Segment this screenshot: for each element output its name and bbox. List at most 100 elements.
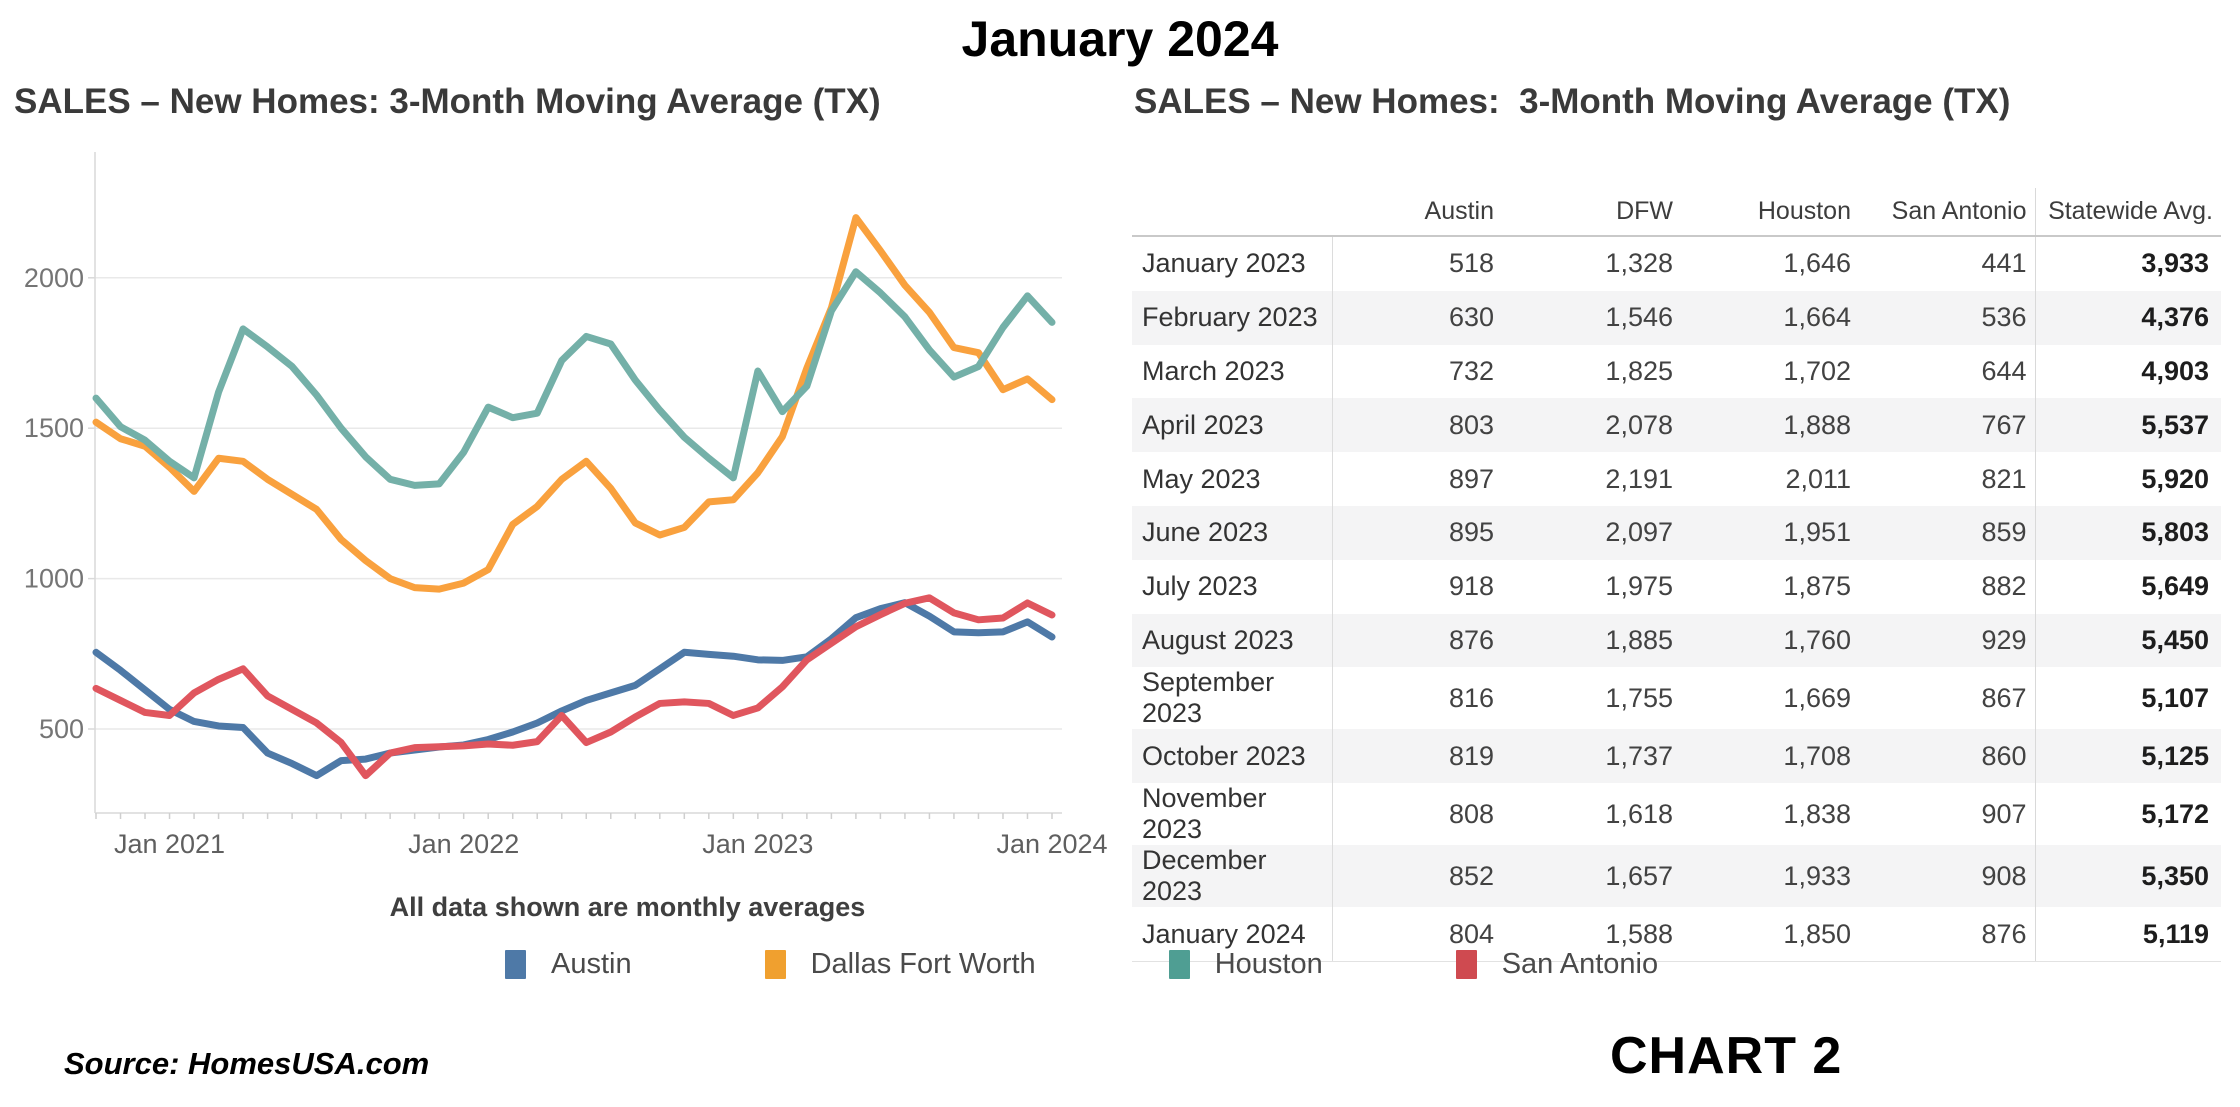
legend-item-houston: Houston	[1168, 948, 1323, 981]
sales-line-chart: 500 1000 1500 2000 Jan 2021 Jan 2022 Jan 2023 J…	[24, 152, 1108, 859]
legend-item-dallas-fort-worth: Dallas Fort Worth	[764, 948, 1036, 981]
legend-label: San Antonio	[1501, 948, 1659, 980]
column-header: Houston	[1757, 197, 1851, 225]
cell-value: 2,097	[1605, 517, 1673, 548]
cell-statewide-avg: 5,350	[2034, 845, 2221, 908]
dallas-fort-worth-swatch-icon	[764, 950, 786, 979]
cell-value: 895	[1448, 517, 1494, 548]
line-dallas-fort-worth	[92, 214, 1056, 593]
cell-statewide-avg: 5,649	[2034, 559, 2221, 614]
cell-value: 821	[1981, 463, 2027, 494]
cell-statewide-avg: 5,107	[2034, 667, 2221, 730]
cell-value: 860	[1981, 740, 2027, 771]
line-san-antonio	[92, 594, 1056, 780]
cell-value: 1,755	[1605, 682, 1673, 713]
column-header: San Antonio	[1891, 197, 2027, 225]
cell-statewide-avg: 5,172	[2034, 783, 2221, 846]
cell-value: 918	[1448, 571, 1494, 602]
table-title: SALES – New Homes: 3-Month Moving Averag…	[1134, 82, 2011, 121]
y-tick-label: 1500	[24, 413, 84, 443]
column-header: Austin	[1424, 197, 1494, 225]
cell-value: 819	[1448, 740, 1494, 771]
cell-value: 859	[1981, 517, 2027, 548]
legend-label: Houston	[1214, 948, 1323, 980]
cell-value: 1,951	[1783, 517, 1851, 548]
cell-value: 1,664	[1783, 302, 1851, 333]
cell-value: 1,885	[1605, 624, 1673, 655]
table-row: May 2023 897 2,191 2,011 821 5,920	[1132, 452, 2221, 506]
cell-value: 1,708	[1783, 740, 1851, 771]
cell-value: 852	[1448, 860, 1494, 891]
cell-value: 867	[1981, 682, 2027, 713]
cell-value: 1,546	[1605, 302, 1673, 333]
cell-statewide-avg: 5,537	[2034, 398, 2221, 453]
line-houston	[92, 268, 1056, 489]
row-label: February 2023	[1132, 290, 1333, 345]
table-row: June 2023 895 2,097 1,951 859 5,803	[1132, 505, 2221, 560]
legend-label: Austin	[551, 948, 632, 980]
cell-value: 882	[1981, 571, 2027, 602]
cell-value: 1,875	[1783, 571, 1851, 602]
row-label: January 2024	[1132, 907, 1333, 962]
source-note: Source: HomesUSA.com	[64, 1046, 430, 1081]
cell-value: 876	[1448, 624, 1494, 655]
cell-value: 816	[1448, 682, 1494, 713]
x-tick-label: Jan 2022	[408, 829, 519, 859]
row-label: December 2023	[1132, 845, 1333, 908]
cell-value: 1,657	[1605, 860, 1673, 891]
y-tick-label: 500	[39, 714, 84, 744]
cell-value: 803	[1448, 409, 1494, 440]
cell-value: 1,975	[1605, 571, 1673, 602]
cell-value: 1,850	[1681, 907, 1859, 962]
table-row: August 2023 876 1,885 1,760 929 5,450	[1132, 613, 2221, 668]
cell-value: 804	[1332, 907, 1502, 962]
table-row: February 2023 630 1,546 1,664 536 4,376	[1132, 290, 2221, 345]
table-row: April 2023 803 2,078 1,888 767 5,537	[1132, 398, 2221, 453]
cell-value: 1,646	[1783, 248, 1851, 279]
table-row: July 2023 918 1,975 1,875 882 5,649	[1132, 559, 2221, 614]
cell-statewide-avg: 5,119	[2034, 907, 2221, 962]
sales-table-head-row: Austin DFW Houston San Antonio Statewide Avg…	[1132, 188, 2221, 236]
cell-statewide-avg: 5,920	[2034, 452, 2221, 506]
cell-value: 1,618	[1605, 798, 1673, 829]
cell-value: 644	[1981, 355, 2027, 386]
line-austin	[92, 599, 1056, 780]
column-header: Statewide Avg.	[2034, 188, 2221, 236]
sales-table: Austin DFW Houston San Antonio Statewide Avg…	[1132, 188, 2221, 962]
row-label: July 2023	[1132, 559, 1333, 614]
cell-value: 630	[1448, 302, 1494, 333]
table-row: March 2023 732 1,825 1,702 644 4,903	[1132, 344, 2221, 399]
sales-table-body: January 2023 518 1,328 1,646 441 3,933 Februar…	[1132, 236, 2221, 962]
cell-statewide-avg: 5,450	[2034, 613, 2221, 668]
x-tick-label: Jan 2021	[114, 829, 225, 859]
cell-value: 907	[1981, 798, 2027, 829]
houston-swatch-icon	[1168, 950, 1190, 979]
cell-value: 1,760	[1783, 624, 1851, 655]
cell-statewide-avg: 3,933	[2034, 236, 2221, 291]
table-row: October 2023 819 1,737 1,708 860 5,125	[1132, 729, 2221, 784]
table-row: January 2024 804 1,588 1,850 876 5,119	[1132, 907, 2221, 962]
table-row: January 2023 518 1,328 1,646 441 3,933	[1132, 236, 2221, 291]
cell-value: 908	[1981, 860, 2027, 891]
row-label: January 2023	[1132, 236, 1333, 291]
cell-value: 1,669	[1783, 682, 1851, 713]
cell-statewide-avg: 5,803	[2034, 505, 2221, 560]
cell-value: 2,011	[1785, 463, 1851, 494]
row-label: June 2023	[1132, 505, 1333, 560]
cell-value: 929	[1981, 624, 2027, 655]
cell-statewide-avg: 4,376	[2034, 290, 2221, 345]
cell-value: 1,888	[1783, 409, 1851, 440]
table-row: December 2023 852 1,657 1,933 908 5,350	[1132, 845, 2221, 908]
cell-value: 518	[1448, 248, 1494, 279]
row-label: May 2023	[1132, 452, 1333, 506]
row-label: April 2023	[1132, 398, 1333, 453]
legend-label: Dallas Fort Worth	[810, 948, 1036, 980]
cell-value: 1,933	[1783, 860, 1851, 891]
chart-number-label: CHART 2	[1610, 1027, 1843, 1085]
cell-value: 2,078	[1605, 409, 1673, 440]
y-tick-label: 1000	[24, 564, 84, 594]
x-tick-label: Jan 2023	[702, 829, 813, 859]
cell-value: 1,838	[1783, 798, 1851, 829]
row-label: November 2023	[1132, 783, 1333, 846]
